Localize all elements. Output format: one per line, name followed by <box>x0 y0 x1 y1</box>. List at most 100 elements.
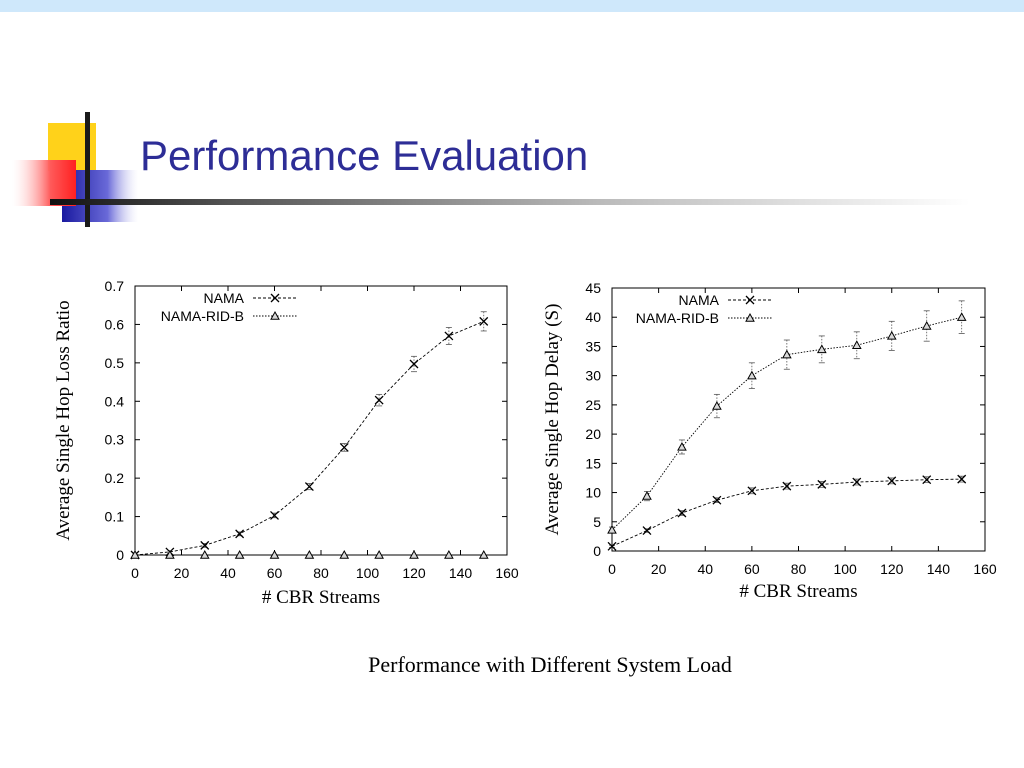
x-tick-label: 40 <box>220 565 236 581</box>
x-tick-label: 160 <box>495 565 519 581</box>
series-nama-rid-b <box>607 300 967 534</box>
y-axis-label: Average Single Hop Delay (S) <box>542 304 563 536</box>
x-tick-label: 80 <box>791 561 807 577</box>
data-point <box>165 549 175 559</box>
legend-label: NAMA-RID-B <box>161 308 244 324</box>
x-tick-label: 100 <box>356 565 380 581</box>
y-tick-label: 5 <box>593 514 601 530</box>
data-point <box>887 476 897 486</box>
legend-label: NAMA-RID-B <box>636 310 719 326</box>
y-tick-label: 0.5 <box>105 355 125 371</box>
legend-label: NAMA <box>679 292 720 308</box>
data-point <box>444 549 454 559</box>
title-rule <box>50 199 970 205</box>
slide-title: Performance Evaluation <box>140 132 589 179</box>
series-nama-rid-b <box>130 549 489 559</box>
data-point <box>747 486 757 496</box>
x-tick-label: 120 <box>402 565 426 581</box>
y-tick-label: 0.7 <box>105 278 125 294</box>
data-point <box>409 549 419 559</box>
data-point <box>956 312 967 321</box>
data-point <box>747 370 757 380</box>
x-tick-label: 160 <box>973 561 997 577</box>
y-tick-label: 0 <box>593 543 601 559</box>
data-point <box>130 549 140 559</box>
x-tick-label: 0 <box>608 561 616 577</box>
data-point <box>852 477 862 487</box>
y-tick-label: 45 <box>585 280 601 296</box>
data-point <box>479 316 489 326</box>
x-tick-label: 140 <box>449 565 473 581</box>
data-point <box>270 510 279 520</box>
x-tick-label: 60 <box>744 561 760 577</box>
y-tick-label: 20 <box>585 426 601 442</box>
y-tick-label: 0.6 <box>105 316 125 332</box>
data-point <box>921 320 932 330</box>
data-point <box>816 344 827 354</box>
legend-marker <box>270 310 280 320</box>
data-point <box>677 508 687 518</box>
x-tick-label: 140 <box>927 561 951 577</box>
data-point <box>235 529 245 539</box>
data-point <box>444 331 454 341</box>
y-tick-label: 15 <box>585 455 601 471</box>
data-point <box>642 526 652 536</box>
data-point <box>374 395 384 405</box>
x-axis-label: # CBR Streams <box>739 581 857 602</box>
data-point <box>234 549 245 559</box>
data-point <box>642 491 652 500</box>
top-band <box>0 0 1024 12</box>
data-point <box>957 474 967 484</box>
x-tick-label: 0 <box>131 565 139 581</box>
data-point <box>339 442 349 452</box>
y-tick-label: 10 <box>585 485 601 501</box>
x-tick-label: 120 <box>880 561 904 577</box>
data-point <box>304 482 314 492</box>
data-point <box>712 495 722 505</box>
y-tick-label: 35 <box>585 338 601 354</box>
data-point <box>817 479 827 489</box>
data-point <box>304 549 315 559</box>
y-tick-label: 25 <box>585 397 601 413</box>
legend-marker <box>270 293 280 303</box>
figure-caption: Performance with Different System Load <box>368 652 732 677</box>
x-tick-label: 40 <box>697 561 713 577</box>
data-point <box>607 524 617 534</box>
x-axis-label: # CBR Streams <box>262 587 380 608</box>
y-axis-label: Average Single Hop Loss Ratio <box>53 300 74 540</box>
x-tick-label: 20 <box>174 565 190 581</box>
x-tick-label: 100 <box>833 561 857 577</box>
x-tick-label: 60 <box>267 565 283 581</box>
series-nama <box>607 474 967 551</box>
y-tick-label: 0.4 <box>105 393 125 409</box>
x-tick-label: 80 <box>313 565 329 581</box>
legend-label: NAMA <box>204 290 245 306</box>
legend-marker <box>745 295 755 305</box>
legend: NAMA NAMA-RID-B <box>161 290 297 324</box>
y-tick-label: 0.3 <box>105 432 125 448</box>
data-point <box>269 549 280 559</box>
data-point <box>781 349 792 359</box>
y-tick-label: 0.2 <box>105 470 125 486</box>
data-point <box>199 549 210 559</box>
slide-logo <box>12 112 138 227</box>
data-point <box>200 540 210 550</box>
y-tick-label: 30 <box>585 368 601 384</box>
y-tick-label: 40 <box>585 309 601 325</box>
data-point <box>782 481 792 491</box>
y-tick-label: 0 <box>116 547 124 563</box>
data-point <box>607 541 617 551</box>
data-point <box>712 401 722 410</box>
data-point <box>409 359 419 369</box>
plot-area: 0 20 40 60 80 100 120 140 160 0 5 10 15 20 25 30 35 40 45 #… <box>542 280 997 602</box>
legend-marker <box>745 312 755 322</box>
data-point <box>677 441 687 451</box>
legend: NAMA NAMA-RID-B <box>636 292 772 326</box>
y-tick-label: 0.1 <box>105 509 125 525</box>
data-point <box>478 549 489 559</box>
x-tick-label: 20 <box>651 561 667 577</box>
data-point <box>339 549 350 559</box>
data-point <box>886 330 897 340</box>
series-nama <box>130 311 489 560</box>
